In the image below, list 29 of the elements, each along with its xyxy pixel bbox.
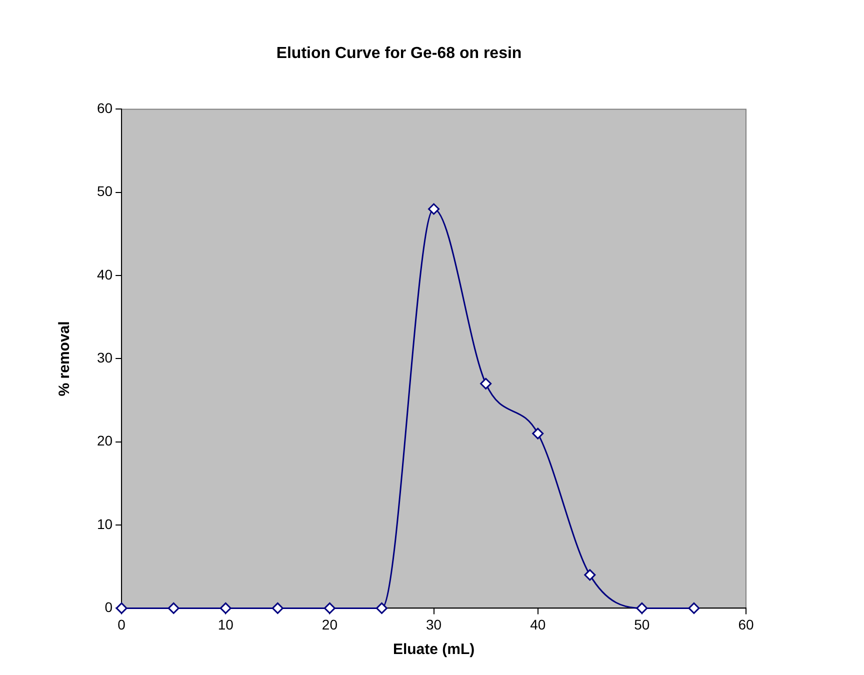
point [584, 569, 596, 581]
point [168, 602, 180, 614]
point [220, 602, 232, 614]
point [272, 602, 284, 614]
y-tick-label: 30 [96, 350, 113, 366]
point [532, 428, 544, 440]
y-tick-label: 20 [96, 432, 113, 449]
x-tick-label: 20 [322, 616, 338, 632]
x-tick-label: 60 [738, 616, 754, 632]
point [324, 602, 336, 614]
x-tick-label: 30 [426, 616, 442, 632]
point [376, 602, 388, 614]
y-axis-title: % removal [56, 321, 74, 396]
x-tick-label: 50 [634, 616, 650, 632]
point [688, 602, 700, 614]
point [428, 203, 440, 215]
y-tick-label: 0 [104, 599, 113, 616]
y-tick-label: 10 [96, 516, 113, 532]
point [636, 602, 648, 614]
y-tick-label: 50 [96, 183, 113, 200]
y-tick-label: 40 [96, 266, 113, 282]
point [116, 602, 128, 614]
chart-title: Elution Curve for Ge-68 on resin [276, 45, 522, 62]
x-tick-label: 40 [530, 616, 546, 632]
point [480, 378, 492, 390]
y-tick-label: 60 [96, 100, 113, 116]
x-tick-label: 10 [218, 616, 234, 632]
x-tick-label: 0 [118, 616, 126, 632]
x-axis-title: Eluate (mL) [392, 641, 475, 658]
